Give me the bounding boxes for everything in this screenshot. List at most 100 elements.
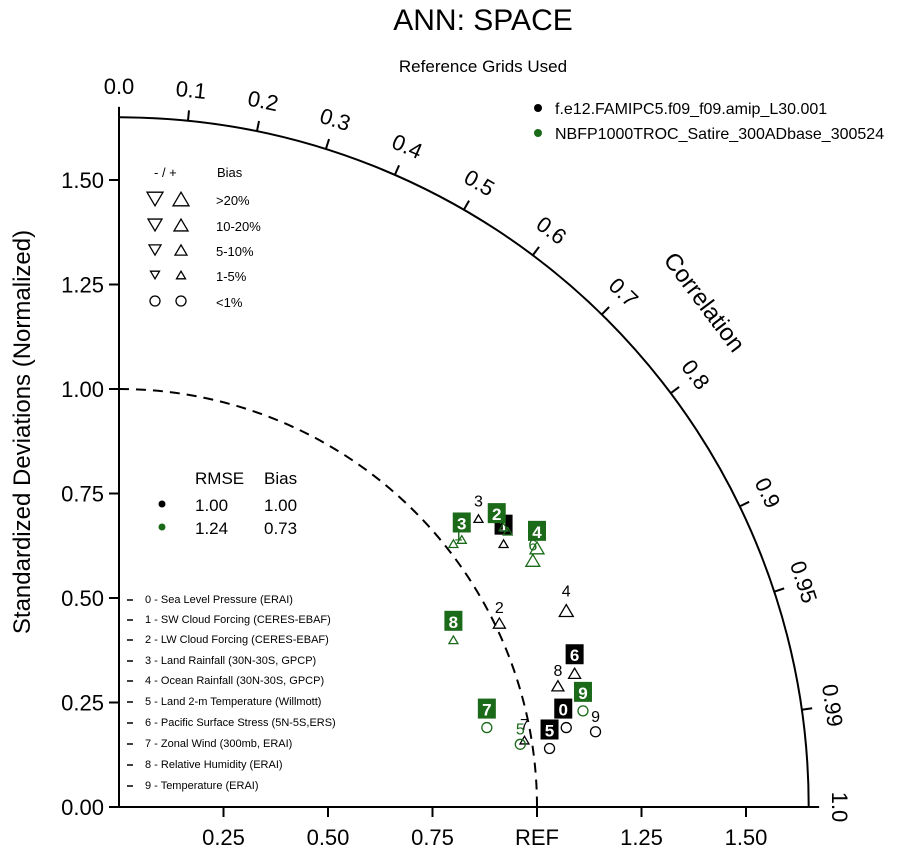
- case1-point-4-label: 4: [562, 584, 571, 601]
- y-tick-label: 0.25: [61, 691, 104, 716]
- case2-point-4-label-box: [528, 520, 546, 541]
- correlation-tick: [393, 164, 400, 176]
- x-tick-label: 0.50: [307, 825, 350, 850]
- summary-header-bias: Bias: [264, 469, 297, 488]
- correlation-tick-label: 1.0: [827, 792, 852, 823]
- summary-bias-2: 0.73: [264, 519, 297, 538]
- x-tick-label: 0.25: [202, 825, 245, 850]
- case1-point-0-marker: [560, 721, 572, 734]
- legend-dot-case2: [534, 129, 542, 137]
- case2-point-3-marker: [456, 534, 468, 544]
- case2-point-7-label: 7: [482, 701, 491, 720]
- bias-legend-row-0: >20%: [216, 193, 250, 208]
- correlation-tick: [255, 120, 261, 132]
- correlation-tick: [462, 200, 470, 211]
- case2-point-9-label-box: [573, 681, 592, 702]
- case2-point-7-label-box: [477, 698, 496, 719]
- case2-point-3-label-box: [452, 512, 471, 533]
- bias-down-triangle: [146, 218, 164, 233]
- case1-point-2-label: 2: [495, 600, 504, 617]
- legend-case2: NBFP1000TROC_Satire_300ADbase_300524: [555, 126, 884, 143]
- case2-point-2-label-box: [487, 503, 506, 524]
- summary-bias-1: 1.00: [264, 496, 297, 515]
- variable-4: 4 - Ocean Rainfall (30N-30S, GPCP): [145, 675, 324, 687]
- bias-up-triangle: [172, 217, 190, 232]
- case2-point-9-marker: [577, 705, 589, 717]
- case1-point-4-marker: [558, 603, 575, 618]
- y-tick-label: 1.00: [61, 377, 104, 402]
- bias-legend: - / + Bias >20% 10-20% 5-10% 1-5% <1%: [145, 165, 261, 310]
- case2-point-5-marker: [514, 738, 526, 750]
- y-tick-label: 0.00: [61, 795, 104, 820]
- correlation-tick-label: 0.3: [317, 103, 354, 136]
- y-axis-label: Standardized Deviations (Normalized): [9, 230, 36, 634]
- variable-list: 0 - Sea Level Pressure (ERAI) 1 - SW Clo…: [145, 594, 336, 792]
- variable-7: 7 - Zonal Wind (300mb, ERAI): [145, 738, 292, 750]
- case2-point-31-label: 1: [454, 528, 463, 545]
- case1-point-5-label: 5: [545, 721, 554, 740]
- variable-0: 0 - Sea Level Pressure (ERAI): [145, 594, 293, 606]
- correlation-tick-label: 0.6: [532, 211, 571, 249]
- case1-point-6-marker: [567, 666, 582, 679]
- case1-point-1-marker: [497, 538, 510, 549]
- correlation-tick-label: 0.4: [388, 129, 426, 164]
- variable-2: 2 - LW Cloud Forcing (CERES-EBAF): [145, 634, 329, 646]
- case2-point-3-label: 3: [457, 514, 466, 533]
- bias-legend-sign-header: - / +: [154, 165, 177, 180]
- correlation-tick: [601, 306, 610, 316]
- case2-point-4-label: 4: [532, 523, 542, 542]
- bias-legend-row-3: 1-5%: [216, 269, 247, 284]
- correlation-tick-label: 0.8: [676, 355, 714, 394]
- correlation-tick: [670, 386, 680, 394]
- x-tick-label: REF: [515, 825, 559, 850]
- variable-8: 8 - Relative Humidity (ERAI): [145, 759, 283, 771]
- case2-point-8-label: 8: [449, 613, 458, 632]
- case1-point-9-marker: [589, 726, 602, 738]
- x-tick-label: 1.50: [725, 825, 768, 850]
- case2-point-5-label: 5: [516, 721, 525, 738]
- summary-dot-case1: [158, 500, 166, 508]
- case1-point-1-label: 1: [499, 517, 508, 536]
- summary-rmse-1: 1.00: [195, 496, 228, 515]
- case1-point-9-label: 9: [591, 709, 600, 726]
- bias-up-triangle: [173, 243, 189, 256]
- case2-point-4-marker: [528, 540, 546, 555]
- case2-point-8-marker: [447, 634, 460, 645]
- correlation-tick-label: 0.95: [785, 558, 822, 606]
- bias-legend-row-4: <1%: [216, 295, 243, 310]
- bias-legend-row-1: 10-20%: [216, 219, 261, 234]
- y-tick-label: 0.50: [61, 586, 104, 611]
- case1-point-3-marker: [472, 513, 485, 524]
- case1-point-6-label: 6: [570, 646, 579, 665]
- case1-point-8-marker: [550, 679, 566, 692]
- case1-point-5-marker: [543, 742, 556, 755]
- correlation-tick-label: 0.99: [817, 682, 848, 728]
- bias-down-triangle: [147, 244, 163, 257]
- chart-title: ANN: SPACE: [393, 4, 573, 37]
- case2-point-31-marker: [447, 538, 460, 549]
- chart-subtitle: Reference Grids Used: [399, 57, 567, 76]
- case1-point-8-label: 8: [553, 663, 562, 680]
- summary-rmse-2: 1.24: [195, 519, 228, 538]
- reference-arc: [118, 388, 538, 808]
- bias-up-triangle: [175, 269, 187, 280]
- correlation-tick: [801, 707, 813, 711]
- bias-circle: [149, 295, 161, 307]
- legend-dot-case1: [534, 104, 542, 112]
- variable-5: 5 - Land 2-m Temperature (Willmott): [145, 696, 321, 708]
- case1-point-7-label: 7: [520, 717, 529, 734]
- variable-3: 3 - Land Rainfall (30N-30S, GPCP): [145, 655, 316, 667]
- case1-point-2-marker: [492, 616, 507, 629]
- correlation-tick-label: 0.1: [175, 76, 208, 104]
- case2-point-8-label-box: [444, 610, 463, 631]
- y-tick-label: 1.50: [61, 168, 104, 193]
- x-tick-label: 1.25: [620, 825, 663, 850]
- case2-point-2-label: 2: [492, 505, 501, 524]
- correlation-tick: [739, 500, 750, 508]
- case1-point-3-label: 3: [474, 494, 483, 511]
- series-legend: f.e12.FAMIPC5.f09_f09.amip_L30.001 NBFP1…: [534, 101, 884, 143]
- correlation-tick-label: 0.0: [104, 74, 135, 99]
- bias-down-triangle: [149, 270, 161, 281]
